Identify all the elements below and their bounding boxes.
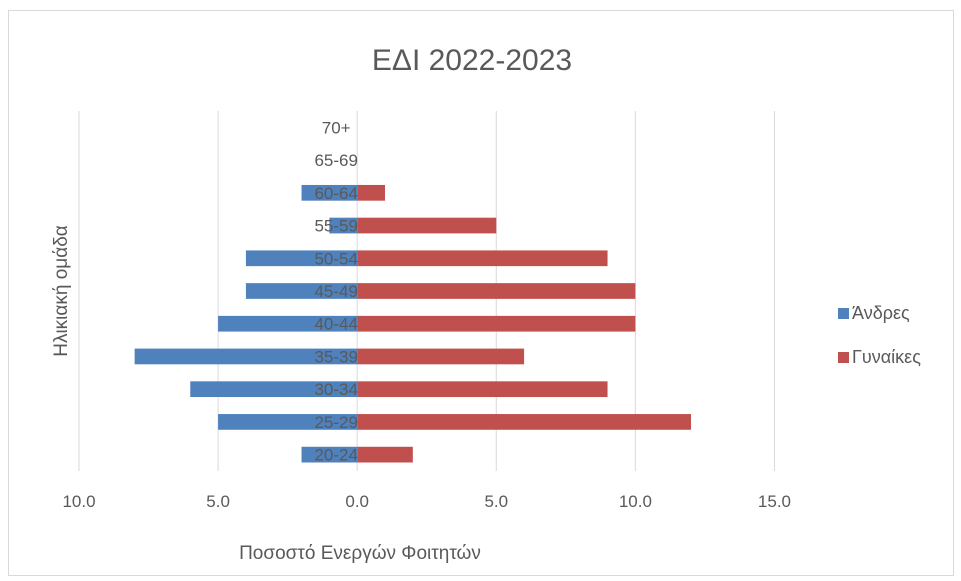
legend-label-women: Γυναίκες <box>852 347 921 367</box>
bar-women-50-54 <box>357 250 608 267</box>
bar-women-30-34 <box>357 381 608 398</box>
bar-women-40-44 <box>357 315 636 332</box>
bar-men-55-59 <box>329 217 358 234</box>
bar-men-45-49 <box>245 283 358 299</box>
x-tick-label: 10.0 <box>619 492 652 511</box>
x-tick-label: 5.0 <box>206 492 230 511</box>
bar-men-50-54 <box>245 250 358 267</box>
legend-label-men: Άνδρες <box>852 303 910 323</box>
category-label: 20-24 <box>314 446 357 465</box>
bars <box>134 184 691 463</box>
category-label: 60-64 <box>314 184 357 203</box>
x-tick-label: 0.0 <box>345 492 369 511</box>
legend-swatch-men <box>838 308 849 319</box>
bar-women-45-49 <box>357 283 636 299</box>
category-label: 40-44 <box>314 315 357 334</box>
bar-women-60-64 <box>357 184 385 201</box>
category-label: 35-39 <box>314 347 357 366</box>
x-axis-label: Ποσοστό Ενεργών Φοιτητών <box>239 543 481 564</box>
bar-women-55-59 <box>357 217 497 234</box>
bar-men-30-34 <box>190 381 358 398</box>
bar-women-25-29 <box>357 414 691 430</box>
category-labels: 20-24 25-29 30-34 35-39 40-44 45-49 50-54 55-59… <box>314 118 357 464</box>
category-label: 55-59 <box>314 217 357 236</box>
legend: Άνδρες Γυναίκες <box>838 303 921 367</box>
category-label: 25-29 <box>314 413 357 432</box>
bar-women-20-24 <box>357 446 413 463</box>
bar-men-25-29 <box>218 414 358 430</box>
y-axis-label: Ηλικιακή ομάδα <box>51 225 72 357</box>
category-label: 30-34 <box>314 380 357 399</box>
bar-men-35-39 <box>134 348 358 365</box>
chart-area: 20-24 25-29 30-34 35-39 40-44 45-49 50-54 55-59… <box>8 10 954 576</box>
x-tick-labels: 10.0 5.0 0.0 5.0 10.0 15.0 <box>62 492 791 511</box>
population-pyramid-chart: 20-24 25-29 30-34 35-39 40-44 45-49 50-54 55-59… <box>51 44 921 564</box>
category-label: 45-49 <box>314 282 357 301</box>
x-tick-label: 5.0 <box>484 492 508 511</box>
chart-title: ΕΔΙ 2022-2023 <box>372 44 572 77</box>
legend-swatch-women <box>838 352 849 363</box>
bar-women-35-39 <box>357 348 525 365</box>
category-label: 65-69 <box>314 151 357 170</box>
category-label: 50-54 <box>314 249 357 268</box>
category-label: 70+ <box>322 118 351 137</box>
bar-men-20-24 <box>301 446 358 463</box>
x-tick-label: 15.0 <box>758 492 791 511</box>
bar-men-60-64 <box>301 184 358 201</box>
bar-men-40-44 <box>218 315 358 332</box>
x-tick-label: 10.0 <box>62 492 95 511</box>
